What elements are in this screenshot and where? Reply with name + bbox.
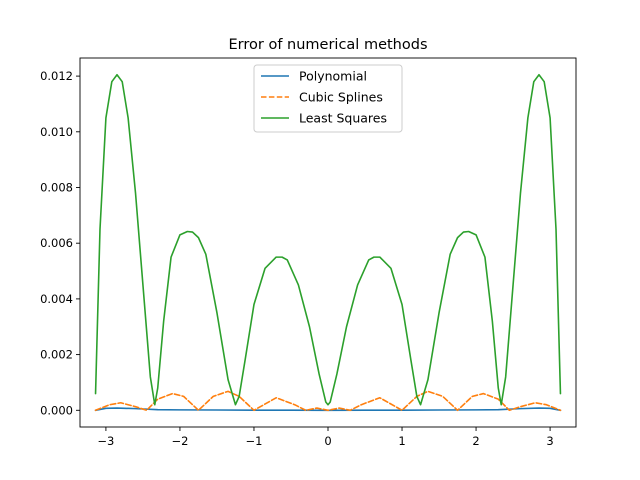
series-layer bbox=[94, 73, 562, 412]
legend-box bbox=[253, 64, 403, 133]
legend-label: Polynomial bbox=[299, 69, 367, 84]
legend: Polynomial Cubic Splines Least Squares bbox=[253, 64, 403, 133]
series-line-least-squares bbox=[94, 73, 562, 406]
x-tick-label: 0 bbox=[324, 434, 331, 448]
chart-title: Error of numerical methods bbox=[229, 37, 428, 53]
y-tick-label: 0.002 bbox=[40, 348, 73, 362]
y-tick-label: 0.000 bbox=[40, 403, 73, 417]
x-tick-label: 1 bbox=[398, 434, 405, 448]
y-tick-label: 0.010 bbox=[40, 125, 73, 139]
x-tick-label: −3 bbox=[97, 434, 114, 448]
x-tick-label: −2 bbox=[171, 434, 188, 448]
x-tick-label: −1 bbox=[245, 434, 262, 448]
x-tick-label: 3 bbox=[546, 434, 553, 448]
x-tick-label: 2 bbox=[472, 434, 479, 448]
y-tick-label: 0.006 bbox=[40, 236, 73, 250]
legend-label: Cubic Splines bbox=[299, 90, 383, 105]
series-line-cubic-splines bbox=[94, 390, 562, 412]
legend-label: Least Squares bbox=[299, 111, 387, 126]
y-tick-label: 0.012 bbox=[40, 69, 73, 83]
y-tick-label: 0.008 bbox=[40, 180, 73, 194]
y-tick-label: 0.004 bbox=[40, 292, 73, 306]
axes-layer: −3 −2 −1 0 1 2 3 0.000 0.002 0.004 0.006 0.008 0.010… bbox=[40, 57, 577, 448]
